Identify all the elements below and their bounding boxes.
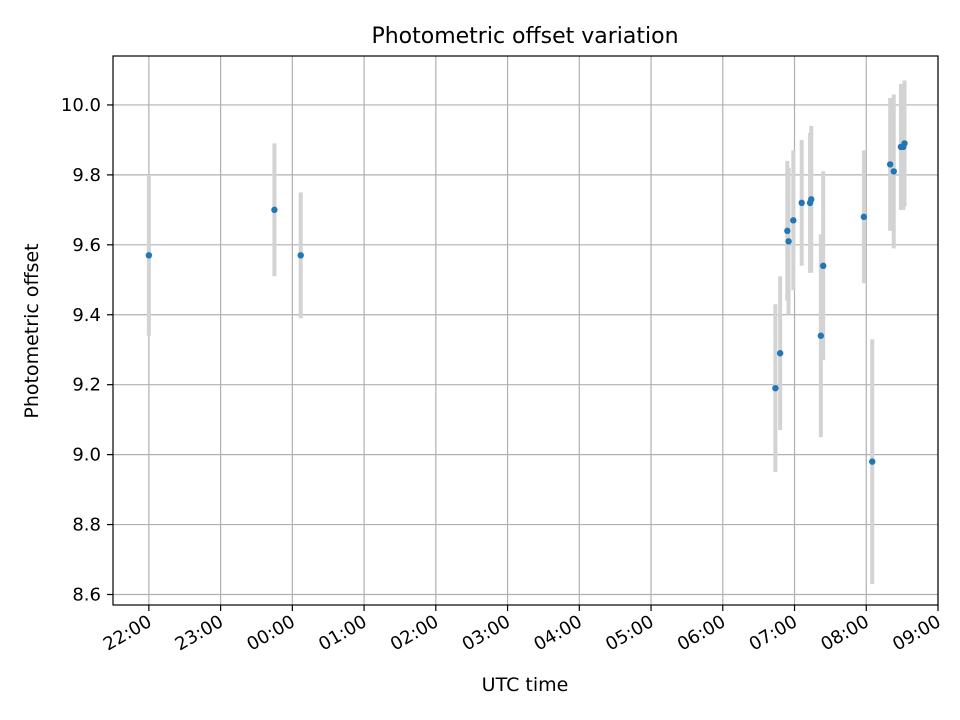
x-tick-label: 09:00 (889, 611, 944, 655)
data-point (820, 262, 827, 270)
x-tick-label: 23:00 (172, 611, 227, 655)
data-point (790, 217, 797, 224)
data-point (817, 332, 825, 339)
data-point (869, 458, 876, 465)
x-tick-label: 08:00 (817, 611, 872, 655)
x-tick-label: 03:00 (459, 611, 514, 655)
y-tick-label: 9.0 (72, 445, 101, 466)
data-point (271, 206, 278, 214)
y-tick-label: 10.0 (61, 95, 101, 116)
data-points (145, 140, 908, 465)
data-point (901, 140, 908, 147)
y-tick-label: 9.6 (72, 235, 101, 256)
x-tick-label: 05:00 (602, 611, 657, 655)
data-point (776, 350, 784, 357)
y-axis-label: Photometric offset (21, 243, 43, 418)
x-axis-label: UTC time (482, 674, 569, 696)
data-point (808, 196, 815, 203)
plot-frame (112, 55, 939, 606)
data-point (890, 168, 897, 175)
x-tick-label: 07:00 (746, 611, 801, 655)
error-bars (146, 80, 907, 585)
x-tick-label: 22:00 (100, 611, 155, 655)
y-tick-label: 9.8 (72, 165, 101, 186)
data-point (886, 161, 894, 168)
y-axis-ticks: 8.6 8.8 9.0 9.2 9.4 9.6 9.8 10.0 (61, 95, 113, 606)
y-tick-label: 9.2 (72, 375, 101, 396)
x-tick-label: 00:00 (243, 611, 298, 655)
data-point (772, 384, 779, 392)
data-point (145, 252, 153, 259)
x-tick-label: 04:00 (530, 611, 585, 655)
y-gridlines (113, 104, 938, 596)
x-tick-label: 06:00 (674, 611, 729, 655)
data-point (784, 227, 791, 235)
data-point (785, 238, 792, 245)
data-point (297, 252, 304, 259)
y-tick-label: 9.4 (72, 305, 101, 326)
y-tick-label: 8.8 (72, 515, 101, 536)
chart-title: Photometric offset variation (371, 24, 678, 49)
x-tick-label: 02:00 (387, 611, 442, 655)
x-axis-ticks: 22:00 23:00 00:00 01:00 02:00 03:00 04:00 05:00… (100, 605, 945, 655)
x-tick-label: 01:00 (315, 611, 370, 655)
data-point (798, 199, 805, 207)
y-tick-label: 8.6 (72, 585, 101, 606)
data-point (860, 213, 868, 221)
